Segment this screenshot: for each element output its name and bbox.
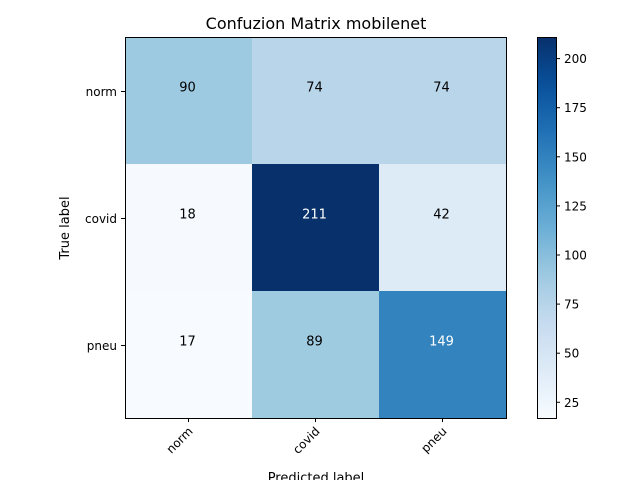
cell-value-label: 74	[433, 81, 450, 96]
colorbar	[537, 37, 556, 418]
cell-value-label: 149	[429, 335, 454, 350]
heatmap-cell	[379, 291, 507, 419]
x-axis-ticks: norm covid pneu	[164, 418, 450, 457]
heatmap-cell	[379, 164, 507, 292]
heatmap-cell-labels: 90 74 74 18 211 42 17 89 149	[179, 81, 454, 350]
colorbar-tick-label: 175	[564, 101, 587, 115]
y-axis-ticks: norm covid pneu	[85, 85, 125, 353]
colorbar-ticks: 25 50 75 100 125 150 175 200	[556, 52, 587, 410]
y-tick-label: norm	[86, 85, 117, 99]
heatmap-cell	[252, 291, 380, 419]
heatmap-cell	[379, 37, 507, 165]
y-axis-label: True label	[58, 196, 73, 260]
heatmap-cell	[252, 164, 380, 292]
y-tick-label: covid	[85, 212, 117, 226]
cell-value-label: 211	[302, 208, 327, 223]
colorbar-tick-label: 75	[564, 298, 579, 312]
heatmap-cell	[125, 164, 253, 292]
colorbar-tick-label: 100	[564, 248, 587, 262]
x-tick-label: pneu	[418, 424, 449, 455]
heatmap-cells	[125, 37, 507, 419]
cell-value-label: 42	[433, 208, 450, 223]
cell-value-label: 17	[179, 335, 196, 350]
colorbar-frame	[537, 37, 557, 419]
chart-title: Confuzion Matrix mobilenet	[206, 14, 427, 33]
heatmap-cell	[252, 37, 380, 165]
colorbar-tick-label: 125	[564, 199, 587, 213]
x-tick-label: covid	[290, 424, 323, 457]
heatmap-cell	[125, 37, 253, 165]
colorbar-tick-label: 25	[564, 396, 579, 410]
cell-value-label: 18	[179, 208, 196, 223]
cell-value-label: 74	[306, 81, 323, 96]
colorbar-tick-label: 50	[564, 347, 579, 361]
colorbar-tick-label: 200	[564, 52, 587, 66]
cell-value-label: 89	[306, 335, 323, 350]
heatmap-cell	[125, 291, 253, 419]
x-tick-label: norm	[164, 424, 196, 456]
y-tick-label: pneu	[87, 339, 117, 353]
cell-value-label: 90	[179, 81, 196, 96]
x-axis-label: Predicted label	[268, 471, 365, 480]
colorbar-tick-label: 150	[564, 150, 587, 164]
